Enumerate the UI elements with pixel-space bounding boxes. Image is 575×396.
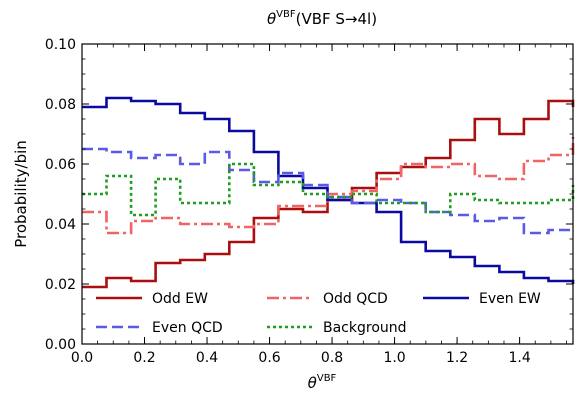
- y-axis-title: Probability/bin: [12, 140, 30, 248]
- x-axis-title-symbol: θ: [308, 374, 317, 392]
- legend-label: Even EW: [479, 291, 541, 307]
- y-tick-label: 0.06: [45, 157, 76, 173]
- x-tick-label: 1.4: [508, 350, 530, 366]
- series-layer: [82, 98, 573, 287]
- legend: Odd EW Odd QCD Even EW Even QCD Background: [96, 291, 541, 336]
- x-tick-label: 0.2: [133, 350, 155, 366]
- legend-label: Odd QCD: [323, 291, 388, 307]
- x-tick-label: 1.2: [446, 350, 468, 366]
- x-tick-label: 0.8: [321, 350, 343, 366]
- y-tick-label: 0.04: [45, 217, 76, 233]
- chart-title-superscript: VBF: [276, 9, 296, 20]
- x-axis-title-superscript: VBF: [317, 373, 337, 384]
- y-tick-label: 0.02: [45, 277, 76, 293]
- legend-label: Even QCD: [152, 320, 223, 336]
- chart-title-symbol: θ: [267, 10, 276, 28]
- y-tick-label: 0.00: [45, 337, 76, 353]
- ticks-layer: 0.0 0.2 0.4 0.6 0.8 1.0 1.2 1.40.000.020.040.06…: [45, 37, 573, 366]
- y-tick-label: 0.08: [45, 97, 76, 113]
- chart-title: θVBF(VBF S→4l): [267, 9, 377, 28]
- legend-label: Odd EW: [152, 291, 208, 307]
- x-tick-label: 1.0: [383, 350, 405, 366]
- x-tick-label: 0.4: [196, 350, 218, 366]
- y-tick-label: 0.10: [45, 37, 76, 53]
- x-tick-label: 0.6: [258, 350, 280, 366]
- legend-label: Background: [323, 320, 407, 336]
- chart-title-suffix: (VBF S→4l): [296, 10, 377, 28]
- x-axis-title: θVBF: [308, 373, 337, 392]
